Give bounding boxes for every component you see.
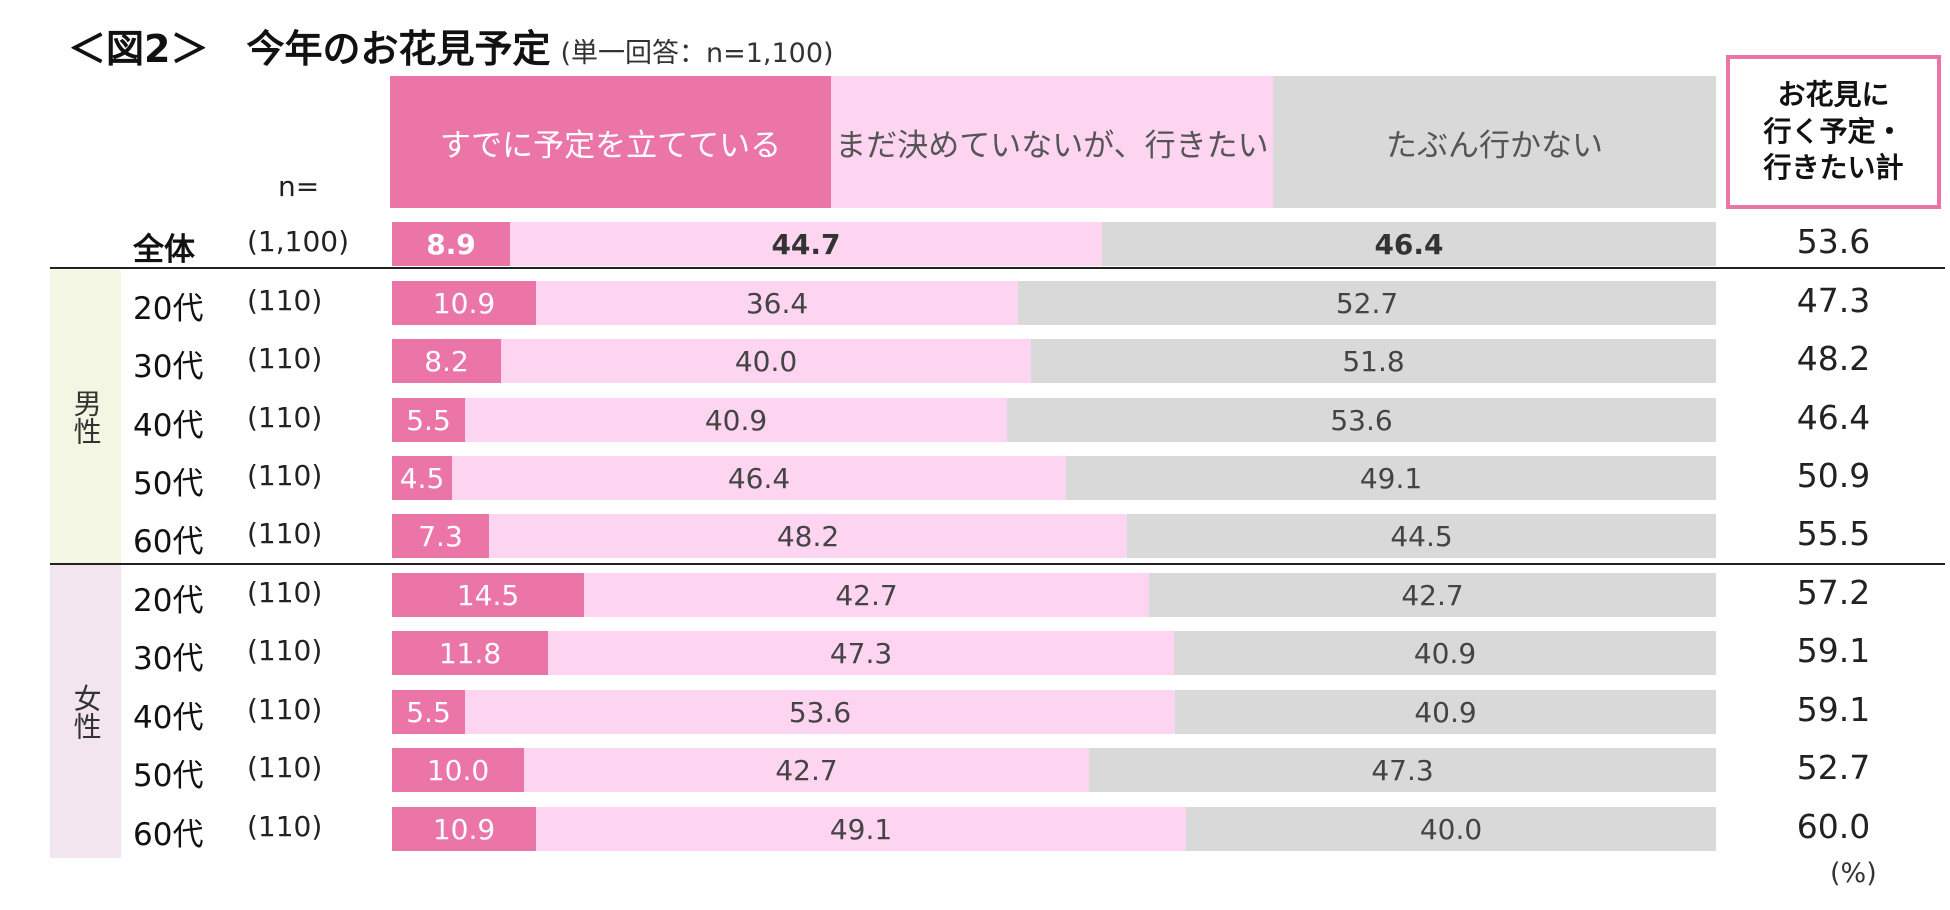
n-header: n= [278,170,320,203]
bar-want-to-go: 48.2 [489,514,1127,558]
bar-planned: 11.8 [392,631,548,675]
chart-title-main: ＜図2＞ 今年のお花見予定 [68,27,551,71]
row-n: (110) [247,576,323,609]
total-value: 53.6 [1796,222,1871,261]
row-label: 40代 [133,408,204,444]
divider-middle [50,563,1945,565]
bar-planned: 7.3 [392,514,489,558]
row-n: (110) [247,284,323,317]
bar-planned: 10.9 [392,807,536,851]
chart-title-sub: (単一回答：n=1,100) [560,38,834,69]
bar-want-to-go: 42.7 [584,573,1149,617]
group-label-female: 女性 [50,565,121,858]
row-label: 40代 [133,700,204,736]
total-value: 48.2 [1796,339,1871,378]
row-label: 60代 [133,524,204,560]
bar-not-going: 49.1 [1066,456,1716,500]
bar-want-to-go: 47.3 [548,631,1174,675]
row-label: 全体 [133,232,195,268]
bar-want-to-go: 44.7 [510,222,1102,266]
row-n: (1,100) [247,225,350,258]
row-label: 50代 [133,466,204,502]
row-label: 30代 [133,349,204,385]
legend-planned: すでに予定を立てている [390,76,831,208]
unit-label: (%) [1830,858,1877,889]
total-value: 57.2 [1796,573,1871,612]
total-value: 59.1 [1796,690,1871,729]
row-n: (110) [247,459,323,492]
bar-want-to-go: 53.6 [465,690,1175,734]
bar-want-to-go: 40.0 [501,339,1031,383]
bar-planned: 5.5 [392,690,465,734]
divider-top [50,267,1945,269]
bar-planned: 10.9 [392,281,536,325]
bar-not-going: 47.3 [1089,748,1716,792]
bar-not-going: 46.4 [1102,222,1716,266]
bar-want-to-go: 46.4 [452,456,1066,500]
total-value: 52.7 [1796,748,1871,787]
total-column-header: お花見に 行く予定・ 行きたい計 [1726,55,1941,209]
bar-planned: 10.0 [392,748,524,792]
bar-not-going: 40.9 [1174,631,1716,675]
bar-not-going: 40.0 [1186,807,1716,851]
total-value: 55.5 [1796,514,1871,553]
total-value: 50.9 [1796,456,1871,495]
bar-want-to-go: 40.9 [465,398,1007,442]
row-label: 20代 [133,291,204,327]
row-label: 60代 [133,817,204,853]
bar-want-to-go: 42.7 [524,748,1089,792]
row-n: (110) [247,634,323,667]
row-n: (110) [247,810,323,843]
bar-planned: 8.2 [392,339,501,383]
bar-planned: 5.5 [392,398,465,442]
bar-want-to-go: 49.1 [536,807,1186,851]
bar-planned: 14.5 [392,573,584,617]
group-label-male: 男性 [50,270,121,563]
bar-not-going: 44.5 [1127,514,1716,558]
row-label: 50代 [133,758,204,794]
total-value: 47.3 [1796,281,1871,320]
legend-not-going: たぶん行かない [1273,76,1716,208]
row-n: (110) [247,751,323,784]
bar-not-going: 52.7 [1018,281,1716,325]
bar-not-going: 51.8 [1031,339,1716,383]
bar-want-to-go: 36.4 [536,281,1018,325]
total-value: 59.1 [1796,631,1871,670]
bar-not-going: 53.6 [1007,398,1716,442]
total-value: 46.4 [1796,398,1871,437]
bar-not-going: 42.7 [1149,573,1716,617]
bar-not-going: 40.9 [1175,690,1716,734]
row-n: (110) [247,517,323,550]
chart-title: ＜図2＞ 今年のお花見予定 (単一回答：n=1,100) [68,18,834,73]
bar-planned: 4.5 [392,456,452,500]
row-label: 20代 [133,583,204,619]
bar-planned: 8.9 [392,222,510,266]
legend-want-to-go: まだ決めていないが、行きたい [831,76,1273,208]
row-label: 30代 [133,641,204,677]
row-n: (110) [247,401,323,434]
row-n: (110) [247,693,323,726]
total-value: 60.0 [1796,807,1871,846]
row-n: (110) [247,342,323,375]
